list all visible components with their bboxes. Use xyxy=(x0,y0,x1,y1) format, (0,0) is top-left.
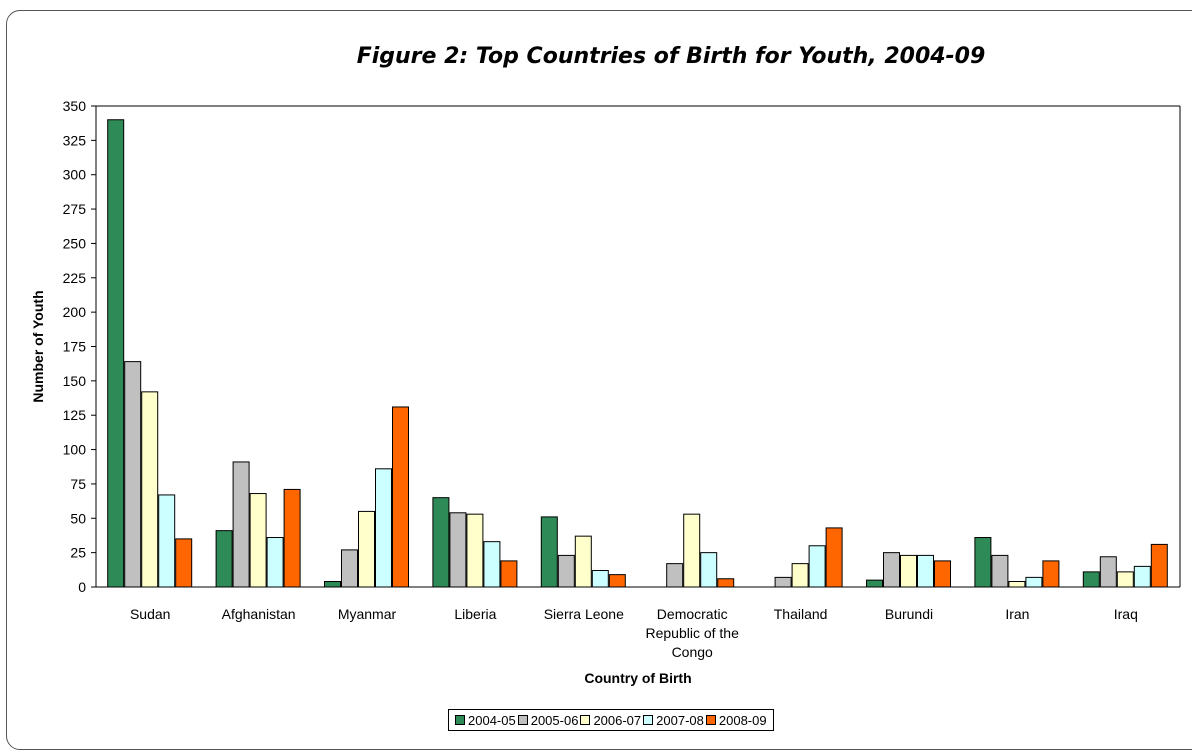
y-tick-label: 200 xyxy=(63,304,87,320)
y-tick-label: 100 xyxy=(63,442,87,458)
legend-swatch xyxy=(580,715,591,725)
legend-item: 2008-09 xyxy=(705,712,767,728)
bar-2006-07-6 xyxy=(791,563,809,588)
bar-2008-09-3 xyxy=(500,560,518,588)
bar-2007-08-3 xyxy=(483,541,501,588)
bar-2008-09-1 xyxy=(283,488,301,588)
y-tick-label: 50 xyxy=(70,510,86,526)
y-tick-label: 225 xyxy=(63,270,87,286)
y-tick-label: 25 xyxy=(70,545,86,561)
bar-2007-08-2 xyxy=(375,468,392,588)
bar-2006-07-5 xyxy=(683,513,701,588)
bar-2007-08-9 xyxy=(1133,565,1151,588)
bar-2007-08-1 xyxy=(266,537,284,588)
legend-item: 2005-06 xyxy=(517,712,579,728)
legend-label: 2007-08 xyxy=(656,712,704,728)
legend-swatch xyxy=(705,715,716,725)
chart-title: Figure 2: Top Countries of Birth for You… xyxy=(356,44,986,69)
x-category-label: Iran xyxy=(1005,606,1029,622)
bar-2008-09-6 xyxy=(825,527,843,588)
bars xyxy=(107,119,1168,588)
x-category-label: Thailand xyxy=(774,606,828,622)
bar-2005-06-1 xyxy=(232,461,250,588)
bar-2004-05-2 xyxy=(324,581,341,588)
legend-label: 2004-05 xyxy=(468,712,516,728)
bar-2007-08-6 xyxy=(808,545,826,588)
legend-item: 2007-08 xyxy=(643,713,704,728)
bar-2008-09-4 xyxy=(608,574,626,588)
legend-label: 2008-09 xyxy=(718,712,767,728)
bar-2005-06-0 xyxy=(124,361,142,588)
bar-2005-06-5 xyxy=(666,563,684,588)
bar-2006-07-3 xyxy=(466,513,484,588)
y-tick-label: 275 xyxy=(63,201,87,217)
y-tick-label: 350 xyxy=(63,98,87,114)
bar-2006-07-1 xyxy=(249,493,267,588)
bar-2005-06-3 xyxy=(449,512,467,588)
y-tick-label: 0 xyxy=(78,579,86,595)
y-axis-ticks: 0 25 50 75 100 125 150 175 200 225 250 275 300 325 350 xyxy=(63,98,96,595)
x-category-label: Republic of the xyxy=(645,625,739,641)
bar-2007-08-7 xyxy=(917,554,934,588)
bar-2006-07-9 xyxy=(1116,571,1134,588)
x-category-label: Sudan xyxy=(130,606,170,622)
x-category-label: Iraq xyxy=(1114,606,1138,622)
legend-label: 2005-06 xyxy=(530,712,579,728)
bar-2004-05-1 xyxy=(215,530,233,588)
x-category-label: Afghanistan xyxy=(222,606,296,622)
bar-2006-07-0 xyxy=(141,391,159,588)
x-category-label: Myanmar xyxy=(338,606,397,622)
bar-chart: 0 25 50 75 100 125 150 175 200 225 250 275 300 325 350… xyxy=(30,98,1181,686)
x-category-label: Burundi xyxy=(885,606,933,622)
bar-2006-07-4 xyxy=(574,535,592,588)
x-axis-title: Country of Birth xyxy=(584,670,691,686)
bar-2006-07-8 xyxy=(1008,581,1026,588)
bar-2008-09-5 xyxy=(717,578,735,588)
y-tick-label: 150 xyxy=(63,373,87,389)
bar-2004-05-0 xyxy=(107,119,125,588)
bar-2008-09-7 xyxy=(934,560,951,588)
legend-item: 2004-05 xyxy=(455,713,516,728)
legend-swatch xyxy=(517,715,528,725)
bar-2004-05-9 xyxy=(1082,571,1100,588)
bar-2007-08-4 xyxy=(591,570,609,588)
legend-item: 2006-07 xyxy=(580,713,641,728)
bar-2005-06-6 xyxy=(774,576,792,588)
legend-swatch xyxy=(643,715,654,725)
bar-2007-08-5 xyxy=(700,552,718,588)
bar-2008-09-8 xyxy=(1042,560,1060,588)
x-category-label: Sierra Leone xyxy=(544,606,624,622)
x-category-label: Democratic xyxy=(657,606,728,622)
legend-label: 2006-07 xyxy=(593,712,642,728)
bar-2004-05-7 xyxy=(866,579,883,588)
bar-2007-08-0 xyxy=(158,494,176,588)
bar-2006-07-7 xyxy=(900,554,917,588)
bar-2008-09-9 xyxy=(1150,543,1168,588)
y-tick-label: 300 xyxy=(63,167,87,183)
bar-2007-08-8 xyxy=(1025,576,1043,588)
y-tick-label: 325 xyxy=(63,132,87,148)
bar-2008-09-0 xyxy=(175,538,193,588)
bar-2005-06-4 xyxy=(557,554,575,588)
legend: 2004-05 2005-06 2006-07 2007-08 2008-09 xyxy=(448,709,774,731)
bar-2005-06-2 xyxy=(341,549,358,588)
y-tick-label: 250 xyxy=(63,235,87,251)
bar-2006-07-2 xyxy=(358,510,375,588)
bar-2005-06-9 xyxy=(1099,556,1117,588)
x-category-label: Liberia xyxy=(454,606,496,622)
y-tick-label: 175 xyxy=(63,339,87,355)
bar-2004-05-8 xyxy=(974,537,992,588)
bar-2008-09-2 xyxy=(392,406,409,588)
x-category-label: Congo xyxy=(672,644,713,660)
y-axis-title: Number of Youth xyxy=(30,290,46,402)
bar-2005-06-8 xyxy=(991,554,1009,588)
y-tick-label: 75 xyxy=(70,476,86,492)
y-tick-label: 125 xyxy=(63,407,87,423)
category-labels: Sudan Afghanistan Myanmar Liberia Sierra Leo… xyxy=(130,606,1138,660)
bar-2004-05-4 xyxy=(540,516,558,588)
bar-2005-06-7 xyxy=(883,552,900,588)
bar-2004-05-3 xyxy=(432,497,450,588)
legend-swatch xyxy=(455,715,465,725)
